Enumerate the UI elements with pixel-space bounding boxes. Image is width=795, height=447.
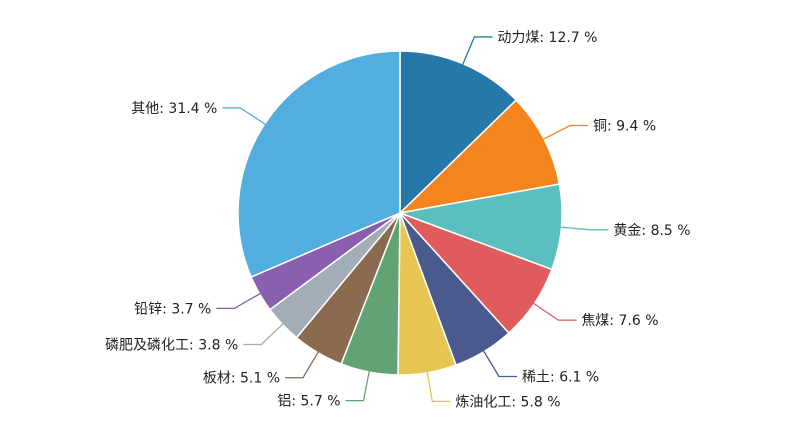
slices-layer [237, 50, 563, 376]
leader-line-8 [243, 301, 307, 346]
slice-label-4: 稀土: 6.1 % [522, 370, 599, 386]
slice-label-2: 黄金: 8.5 % [613, 222, 690, 239]
leader-line-7 [285, 324, 335, 379]
leader-line-4 [466, 323, 518, 378]
leader-line-0 [449, 36, 493, 94]
leader-line-3 [506, 285, 577, 321]
slice-label-10: 其他: 31.4 % [131, 101, 217, 117]
leader-line-10 [222, 107, 293, 143]
slice-label-1: 铜: 9.4 % [593, 119, 656, 135]
leader-line-6 [345, 340, 376, 402]
slice-label-7: 板材: 5.1 % [203, 371, 280, 387]
slice-label-6: 铝: 5.7 % [277, 394, 340, 410]
slice-label-3: 焦煤: 7.6 % [581, 313, 658, 329]
slice-label-9: 铅锌: 3.7 % [134, 301, 211, 317]
leaders-layer [216, 36, 609, 403]
leader-line-2 [529, 223, 609, 231]
slice-label-0: 动力煤: 12.7 % [497, 30, 597, 46]
slice-label-5: 炼油化工: 5.8 % [455, 394, 560, 410]
leader-line-5 [421, 340, 451, 403]
labels-layer: 动力煤: 12.7 % 铜: 9.4 % 黄金: 8.5 % 焦煤: 7.6 % 稀土:… [105, 30, 691, 410]
leader-line-1 [514, 124, 588, 155]
slice-label-8: 磷肥及磷化工: 3.8 % [105, 338, 238, 354]
leader-line-9 [216, 277, 289, 310]
